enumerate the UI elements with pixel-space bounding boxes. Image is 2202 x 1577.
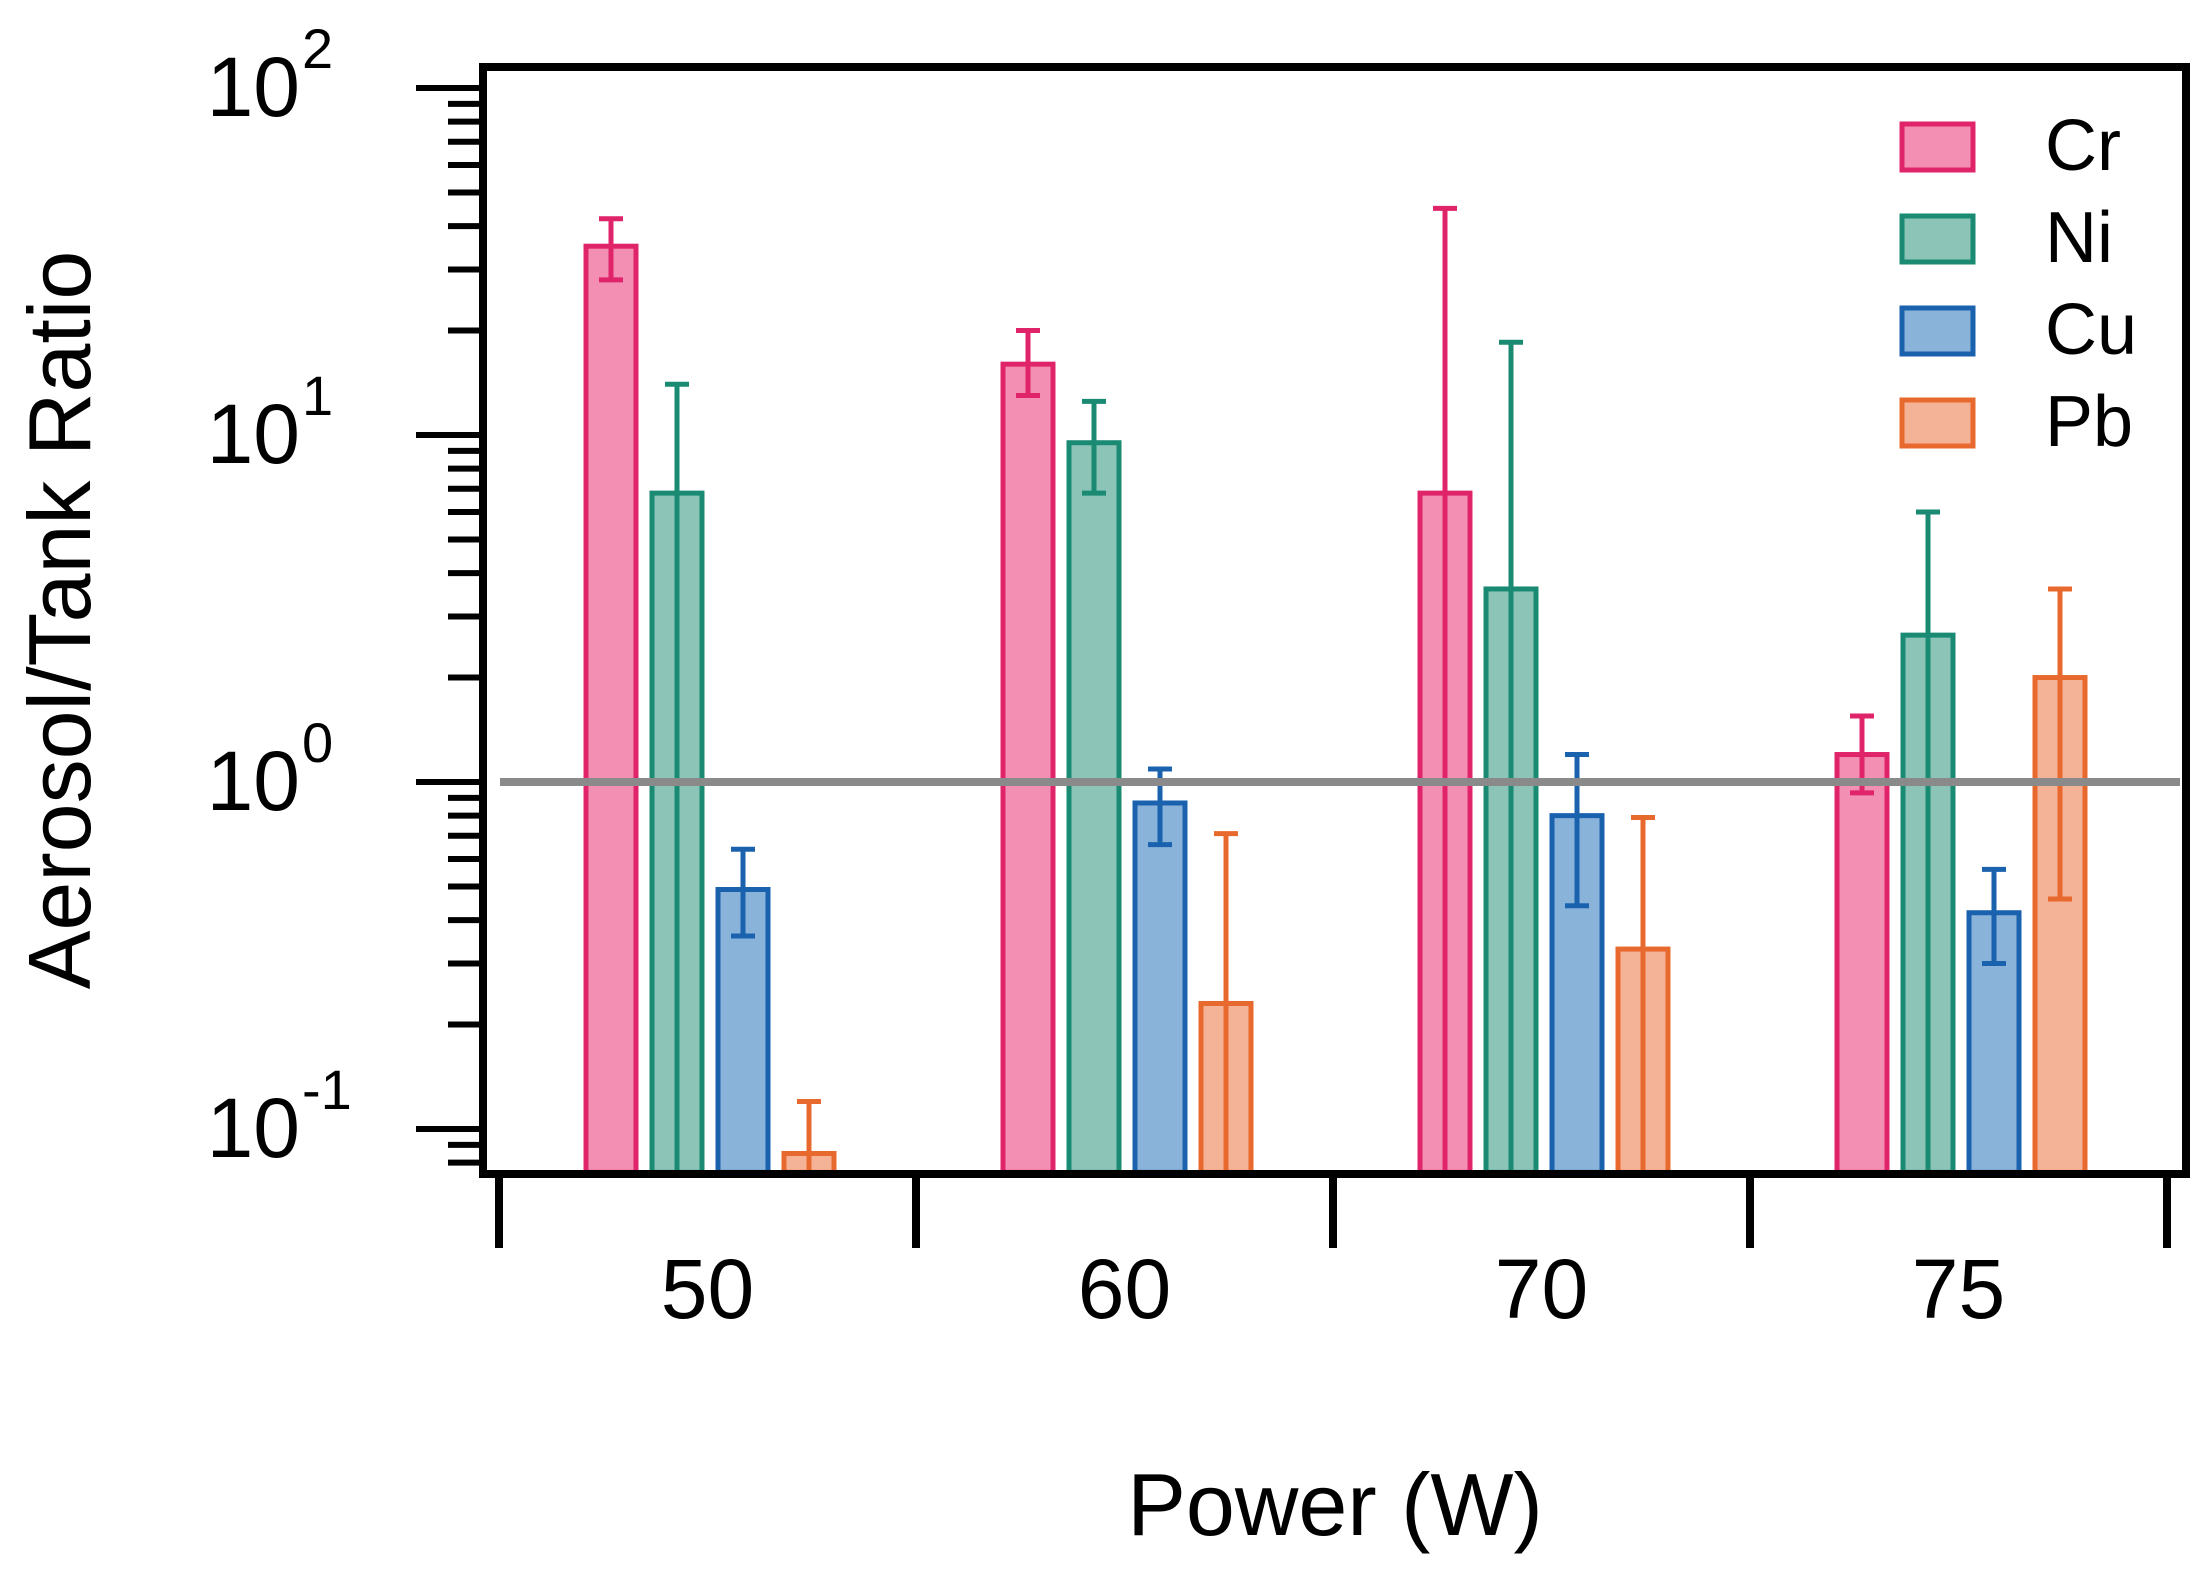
- error-bar-pb-75: [2048, 586, 2072, 902]
- error-bar-pb-50: [797, 1099, 821, 1174]
- x-tick-label: 75: [1912, 1242, 2005, 1336]
- legend-item-cu: Cu: [1899, 290, 2137, 370]
- y-tick-label: 10: [207, 387, 300, 481]
- legend-item-pb: Pb: [1899, 382, 2133, 462]
- bar-cr-75: [1834, 752, 1890, 1175]
- legend-label: Pb: [2045, 382, 2133, 462]
- error-bar-cr-70: [1433, 205, 1457, 1174]
- error-bar-pb-70: [1631, 815, 1655, 1174]
- error-bar-ni-70: [1499, 339, 1523, 1174]
- x-tick-label: 50: [661, 1242, 754, 1336]
- bar-cr-50: [583, 243, 639, 1175]
- x-axis-title: Power (W): [1127, 1455, 1543, 1554]
- error-bar-cr-60: [1016, 328, 1040, 398]
- bar-ni-60: [1066, 440, 1122, 1175]
- legend-item-ni: Ni: [1899, 198, 2113, 278]
- legend-swatch: [1899, 305, 1976, 357]
- error-bar-cu-75: [1982, 866, 2006, 966]
- plot-frame: [479, 63, 2190, 1178]
- y-tick-exponent: 1: [302, 364, 333, 427]
- y-axis-title: Aerosol/Tank Ratio: [10, 251, 109, 990]
- error-bar-pb-60: [1214, 831, 1238, 1174]
- error-bar-cu-50: [731, 846, 755, 939]
- legend-swatch: [1899, 121, 1976, 173]
- legend-label: Cu: [2045, 290, 2137, 370]
- x-tick-label: 60: [1078, 1242, 1171, 1336]
- error-bar-cr-50: [599, 216, 623, 283]
- legend-swatch: [1899, 397, 1976, 449]
- legend: Cr Ni Cu Pb: [1899, 106, 2137, 462]
- y-tick-label: 10: [207, 40, 300, 134]
- x-axis: 50 60 70 75: [495, 1174, 2171, 1336]
- x-tick-label: 70: [1495, 1242, 1588, 1336]
- error-bars-layer: [599, 205, 2072, 1174]
- error-bar-ni-60: [1082, 398, 1106, 496]
- bar-cu-60: [1132, 800, 1188, 1175]
- legend-label: Cr: [2045, 106, 2121, 186]
- y-tick-label: 10: [207, 734, 300, 828]
- legend-item-cr: Cr: [1899, 106, 2121, 186]
- bar-cr-60: [1000, 361, 1056, 1175]
- y-tick-exponent: 2: [302, 17, 333, 80]
- error-bar-ni-75: [1916, 509, 1940, 1174]
- bars-layer: [583, 243, 2088, 1175]
- y-tick-exponent: -1: [302, 1058, 352, 1121]
- y-tick-exponent: 0: [302, 711, 333, 774]
- y-tick-label: 10: [207, 1081, 300, 1175]
- legend-swatch: [1899, 213, 1976, 265]
- legend-label: Ni: [2045, 198, 2113, 278]
